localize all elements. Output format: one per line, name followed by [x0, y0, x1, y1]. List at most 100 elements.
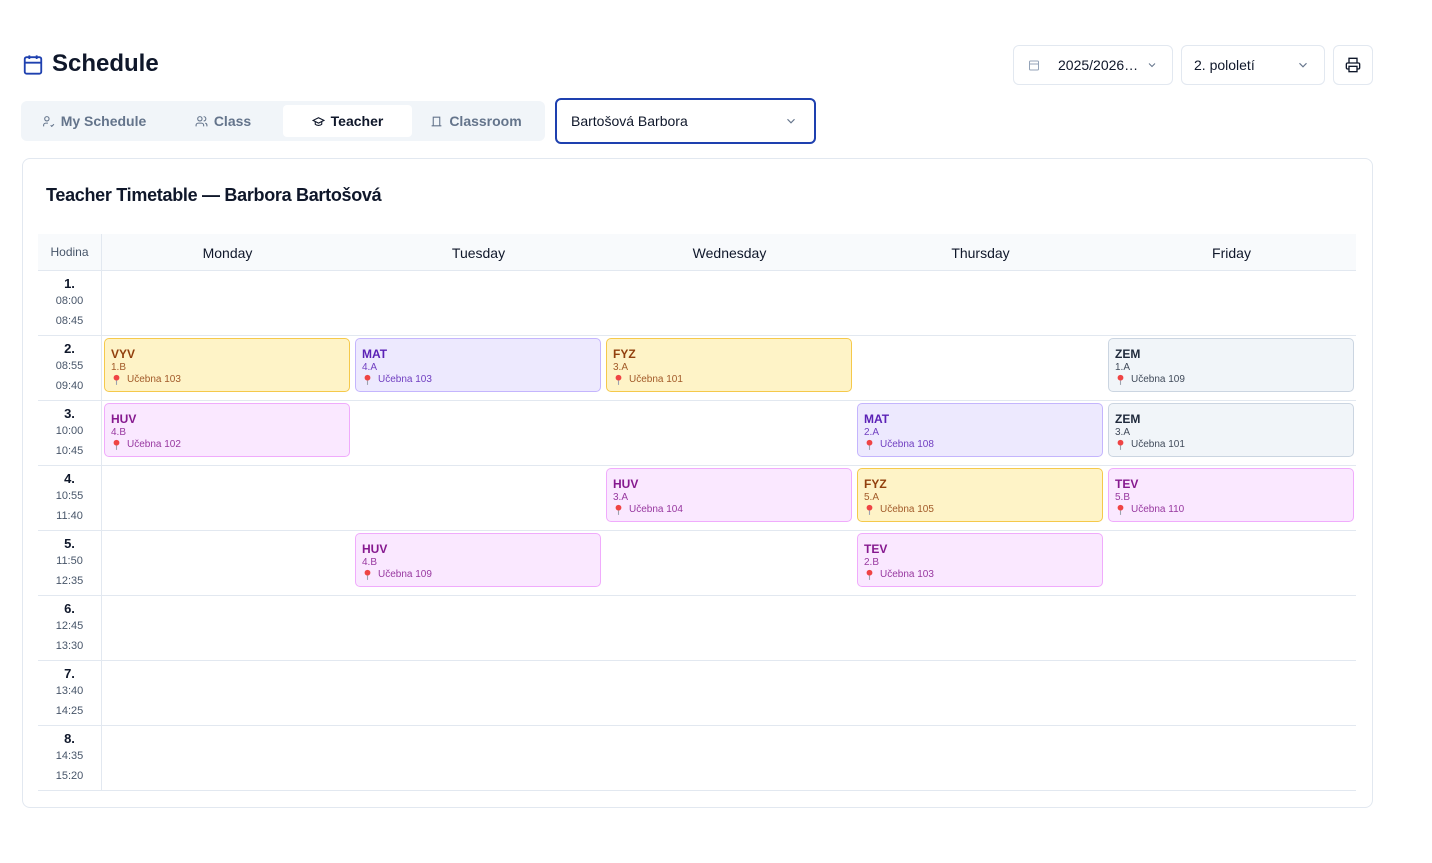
period-end: 08:45: [55, 315, 84, 327]
column-divider: [101, 234, 102, 791]
lesson-card[interactable]: MAT 4.A Učebna 103: [355, 338, 601, 392]
period-number: 4.: [64, 471, 75, 486]
lesson-room: Učebna 101: [1131, 439, 1185, 450]
lesson-class: 1.B: [111, 362, 127, 373]
row-divider: [38, 335, 1356, 336]
lesson-class: 3.A: [1115, 427, 1131, 438]
lesson-card[interactable]: FYZ 5.A Učebna 105: [857, 468, 1103, 522]
year-select[interactable]: 2025/2026…: [1013, 45, 1173, 85]
lesson-subject: TEV: [1115, 477, 1139, 491]
lesson-card[interactable]: HUV 3.A Učebna 104: [606, 468, 852, 522]
lesson-card[interactable]: VYV 1.B Učebna 103: [104, 338, 350, 392]
pin-icon: [113, 439, 120, 450]
period-start: 11:50: [56, 555, 83, 567]
period-end: 09:40: [55, 380, 84, 392]
period-number: 3.: [64, 406, 75, 421]
lesson-card[interactable]: ZEM 1.A Učebna 109: [1108, 338, 1354, 392]
period-end: 10:45: [55, 445, 84, 457]
pin-icon: [866, 439, 873, 450]
row-divider: [38, 660, 1356, 661]
lesson-room: Učebna 108: [880, 439, 934, 450]
period-start: 12:45: [55, 620, 84, 632]
lesson-card[interactable]: TEV 2.B Učebna 103: [857, 533, 1103, 587]
lesson-subject: HUV: [613, 477, 639, 491]
lesson-subject: HUV: [362, 542, 388, 556]
year-value: 2025/2026…: [1058, 57, 1139, 73]
pin-icon: [113, 374, 120, 385]
pin-icon: [364, 374, 371, 385]
semester-select[interactable]: 2. pololetí: [1181, 45, 1325, 85]
period-start: 08:55: [55, 360, 84, 372]
period-end: 12:35: [55, 575, 84, 587]
lesson-card[interactable]: ZEM 3.A Učebna 101: [1108, 403, 1354, 457]
period-end: 15:20: [55, 770, 84, 782]
period-number: 1.: [64, 276, 75, 291]
period-number: 5.: [64, 536, 75, 551]
row-divider: [38, 725, 1356, 726]
tab-label: My Schedule: [60, 113, 147, 129]
period-start: 08:00: [55, 295, 84, 307]
lesson-subject: MAT: [864, 412, 890, 426]
teacher-select[interactable]: Bartošová Barbora: [555, 98, 816, 144]
lesson-card[interactable]: MAT 2.A Učebna 108: [857, 403, 1103, 457]
pin-icon: [866, 504, 873, 515]
lesson-room: Učebna 109: [1131, 374, 1185, 385]
pin-icon: [866, 569, 873, 580]
day-header: Monday: [202, 244, 253, 261]
lesson-card[interactable]: TEV 5.B Učebna 110: [1108, 468, 1354, 522]
period-start: 10:55: [55, 490, 84, 502]
period-number: 6.: [64, 601, 75, 616]
lesson-subject: VYV: [111, 347, 136, 361]
pin-icon: [1117, 504, 1124, 515]
lesson-subject: ZEM: [1115, 347, 1141, 361]
lesson-room: Učebna 103: [127, 374, 181, 385]
view-tabs: My Schedule Class Teacher Classroom: [21, 101, 545, 141]
row-divider: [38, 595, 1356, 596]
lesson-room: Učebna 103: [378, 374, 432, 385]
lesson-room: Učebna 105: [880, 504, 934, 515]
lesson-room: Učebna 101: [629, 374, 683, 385]
table-header: [38, 234, 1356, 271]
semester-value: 2. pololetí: [1194, 57, 1255, 73]
lesson-class: 3.A: [613, 492, 629, 503]
lesson-class: 1.A: [1115, 362, 1131, 373]
lesson-class: 2.A: [864, 427, 880, 438]
period-start: 13:40: [55, 685, 84, 697]
row-divider: [38, 400, 1356, 401]
lesson-subject: HUV: [111, 412, 137, 426]
period-end: 13:30: [55, 640, 84, 652]
lesson-room: Učebna 104: [629, 504, 683, 515]
row-divider: [38, 465, 1356, 466]
pin-icon: [1117, 374, 1124, 385]
tab-label: Teacher: [330, 113, 384, 129]
lesson-class: 4.A: [362, 362, 378, 373]
period-number: 2.: [64, 341, 75, 356]
pin-icon: [1117, 439, 1124, 450]
lesson-class: 5.B: [1115, 492, 1131, 503]
lesson-card[interactable]: HUV 4.B Učebna 102: [104, 403, 350, 457]
lesson-card[interactable]: FYZ 3.A Učebna 101: [606, 338, 852, 392]
lesson-class: 5.A: [864, 492, 880, 503]
lesson-subject: TEV: [864, 542, 888, 556]
tab[interactable]: My Schedule: [25, 105, 163, 137]
period-number: 7.: [64, 666, 75, 681]
lesson-subject: FYZ: [864, 477, 887, 491]
day-header: Thursday: [951, 244, 1010, 261]
lesson-subject: MAT: [362, 347, 388, 361]
period-end: 14:25: [55, 705, 84, 717]
lesson-card[interactable]: HUV 4.B Učebna 109: [355, 533, 601, 587]
lesson-class: 4.B: [362, 557, 378, 568]
tab[interactable]: Teacher: [283, 105, 412, 137]
tab[interactable]: Class: [167, 105, 279, 137]
period-start: 14:35: [55, 750, 84, 762]
pin-icon: [615, 504, 622, 515]
lesson-room: Učebna 110: [1131, 504, 1185, 515]
lesson-room: Učebna 109: [378, 569, 432, 580]
lesson-room: Učebna 103: [880, 569, 934, 580]
hour-label: Hodina: [50, 245, 89, 259]
lesson-class: 3.A: [613, 362, 629, 373]
teacher-value: Bartošová Barbora: [571, 113, 688, 129]
row-divider: [38, 530, 1356, 531]
print-button[interactable]: [1333, 45, 1373, 85]
tab[interactable]: Classroom: [412, 105, 540, 137]
